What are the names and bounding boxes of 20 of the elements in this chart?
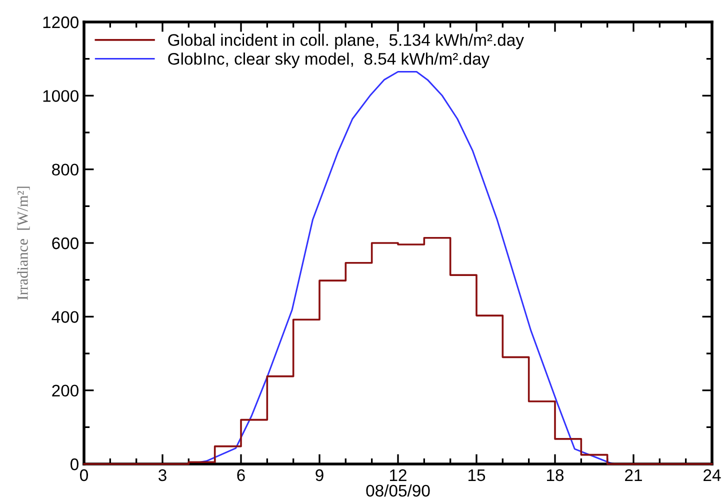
y-tick-label: 0 [70, 458, 78, 470]
x-tick-label: 9 [316, 469, 324, 482]
legend-label: Global incident in coll. plane, 5.134 kWh/m².day [168, 34, 524, 50]
y-tick-label: 1200 [43, 16, 78, 28]
y-tick-label: 1000 [43, 90, 78, 102]
x-tick-label: 24 [704, 469, 721, 481]
x-tick-label: 3 [158, 469, 166, 482]
y-tick-label: 600 [52, 237, 78, 250]
y-tick-label: 400 [52, 311, 78, 323]
x-tick-label: 0 [80, 469, 88, 482]
legend-label: GlobInc, clear sky model, 8.54 kWh/m².day [168, 52, 490, 68]
y-tick-label: 800 [52, 164, 78, 176]
x-tick-label: 15 [468, 469, 486, 482]
y-tick-label: 200 [52, 384, 78, 397]
x-tick-label: 21 [625, 469, 642, 481]
y-axis-title: Irradiance [W/m²] [17, 186, 30, 300]
x-tick-label: 6 [237, 469, 245, 482]
x-tick-label: 12 [390, 469, 406, 481]
x-axis-title: 08/05/90 [366, 484, 430, 497]
x-tick-label: 18 [547, 469, 564, 482]
